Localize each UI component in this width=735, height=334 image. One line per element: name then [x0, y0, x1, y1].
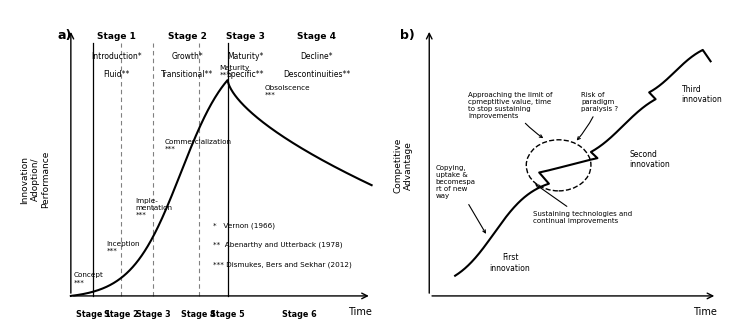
Text: *   Vernon (1966): * Vernon (1966) — [213, 222, 275, 228]
Text: a): a) — [58, 29, 72, 42]
Text: Stage 4: Stage 4 — [182, 310, 216, 319]
Text: Approaching the limit of
cpmeptitive value, time
to stop sustaining
improvements: Approaching the limit of cpmeptitive val… — [468, 92, 553, 138]
Text: Competitive
Advantage: Competitive Advantage — [394, 138, 413, 193]
Text: Maturity*: Maturity* — [227, 52, 264, 61]
Text: Growth*: Growth* — [171, 52, 203, 61]
Text: Time: Time — [693, 307, 717, 317]
Text: Stage 5: Stage 5 — [210, 310, 245, 319]
Text: Stage 1: Stage 1 — [76, 310, 111, 319]
Text: Concept
***: Concept *** — [74, 273, 104, 285]
Text: Specific**: Specific** — [226, 70, 265, 79]
Text: Introduction*: Introduction* — [91, 52, 141, 61]
Text: Stage 4: Stage 4 — [297, 32, 336, 41]
Text: Stage 6: Stage 6 — [282, 310, 316, 319]
Text: Stage 3: Stage 3 — [136, 310, 171, 319]
Text: Stage 2: Stage 2 — [104, 310, 138, 319]
Text: Stage 2: Stage 2 — [168, 32, 207, 41]
Text: Innovation
Adoption/
Performance: Innovation Adoption/ Performance — [21, 151, 50, 208]
Text: Fluid**: Fluid** — [103, 70, 129, 79]
Text: First
innovation: First innovation — [490, 253, 531, 273]
Text: Inception
***: Inception *** — [107, 241, 140, 254]
Text: Obsolscence
***: Obsolscence *** — [265, 85, 310, 98]
Text: Risk of
paradigm
paralysis ?: Risk of paradigm paralysis ? — [578, 92, 618, 140]
Text: Stage 1: Stage 1 — [97, 32, 135, 41]
Text: Third
innovation: Third innovation — [681, 85, 723, 104]
Text: Sustaining technologies and
continual improvements: Sustaining technologies and continual im… — [533, 185, 632, 224]
Text: Commercialization
***: Commercialization *** — [165, 139, 232, 152]
Text: Imple-
mentation
***: Imple- mentation *** — [135, 198, 173, 218]
Text: Stage 3: Stage 3 — [226, 32, 265, 41]
Text: **  Abenarthy and Utterback (1978): ** Abenarthy and Utterback (1978) — [213, 242, 343, 248]
Text: Copying,
uptake &
becomespa
rt of new
way: Copying, uptake & becomespa rt of new wa… — [436, 165, 485, 233]
Text: Descontinuities**: Descontinuities** — [283, 70, 351, 79]
Text: Time: Time — [348, 307, 372, 317]
Text: Decline*: Decline* — [301, 52, 333, 61]
Text: b): b) — [400, 29, 415, 42]
Text: Second
innovation: Second innovation — [630, 150, 670, 169]
Text: *** Dismukes, Bers and Sekhar (2012): *** Dismukes, Bers and Sekhar (2012) — [213, 262, 352, 268]
Text: Transitional**: Transitional** — [161, 70, 213, 79]
Text: Maturity
***: Maturity *** — [220, 65, 250, 78]
